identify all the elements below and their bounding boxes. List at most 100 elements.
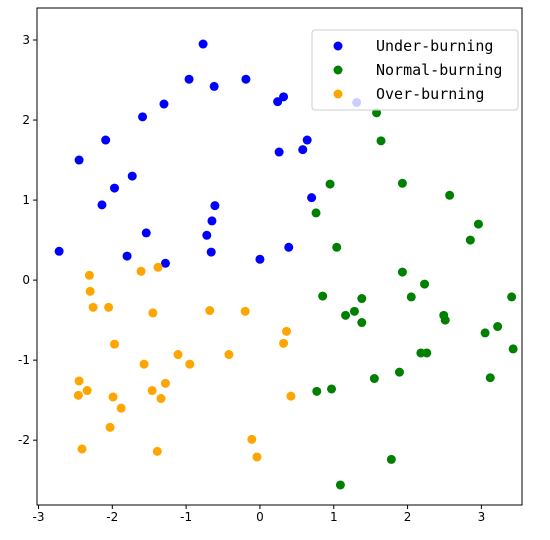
y-tick-label: -1 (18, 353, 30, 367)
point (332, 242, 342, 252)
point (247, 434, 257, 444)
point (252, 452, 262, 462)
point (74, 155, 84, 165)
point (88, 302, 98, 312)
point (85, 286, 95, 296)
point (198, 39, 208, 49)
point (279, 338, 289, 348)
point (97, 200, 107, 210)
y-tick-label: 2 (22, 113, 30, 127)
point (507, 292, 517, 302)
point (202, 230, 212, 240)
point (485, 373, 495, 383)
legend-label: Over-burning (376, 85, 484, 103)
point (394, 367, 404, 377)
point (312, 386, 322, 396)
point (422, 348, 432, 358)
point (480, 328, 490, 338)
point (82, 386, 92, 396)
point (138, 112, 148, 122)
point (493, 322, 503, 332)
point (302, 135, 312, 145)
point (445, 190, 455, 200)
x-tick-label: -3 (32, 510, 44, 524)
legend-marker (333, 41, 343, 51)
point (110, 183, 120, 193)
point (84, 270, 94, 280)
point (77, 444, 87, 454)
point (110, 339, 120, 349)
point (159, 99, 169, 109)
point (420, 279, 430, 289)
point (136, 266, 146, 276)
point (205, 306, 215, 316)
point (255, 254, 265, 264)
x-tick-label: -1 (180, 510, 192, 524)
point (104, 302, 114, 312)
point (156, 394, 166, 404)
point (327, 384, 337, 394)
legend-marker (333, 65, 343, 75)
point (241, 74, 251, 84)
point (286, 391, 296, 401)
point (386, 454, 396, 464)
point (397, 178, 407, 188)
point (372, 108, 382, 118)
point (440, 315, 450, 325)
point (298, 145, 308, 155)
x-tick-label: 1 (330, 510, 338, 524)
point (74, 376, 84, 386)
point (224, 350, 234, 360)
point (210, 201, 220, 211)
point (108, 392, 118, 402)
point (279, 92, 289, 102)
point (101, 135, 111, 145)
legend-marker (333, 89, 343, 99)
point (152, 446, 162, 456)
point (465, 235, 475, 245)
point (311, 208, 321, 218)
x-tick-label: 3 (478, 510, 486, 524)
point (282, 326, 292, 336)
point (207, 216, 217, 226)
y-tick-label: 1 (22, 193, 30, 207)
point (376, 136, 386, 146)
point (54, 246, 64, 256)
point (318, 291, 328, 301)
point (325, 179, 335, 189)
point (397, 267, 407, 277)
x-tick-label: 2 (404, 510, 412, 524)
point (341, 310, 351, 320)
point (349, 306, 359, 316)
point (508, 344, 518, 354)
point (73, 390, 83, 400)
point (105, 422, 115, 432)
point (240, 306, 250, 316)
legend-label: Under-burning (376, 37, 493, 55)
point (406, 292, 416, 302)
point (473, 219, 483, 229)
point (209, 81, 219, 91)
point (141, 228, 151, 238)
point (153, 262, 163, 272)
point (160, 258, 170, 268)
plot-frame (36, 7, 523, 506)
point (357, 294, 367, 304)
point (147, 386, 157, 396)
point (160, 378, 170, 388)
point (357, 318, 367, 328)
point (335, 480, 345, 490)
point (173, 350, 183, 360)
point (139, 359, 149, 369)
point (184, 74, 194, 84)
legend-box (311, 29, 519, 111)
point (127, 171, 137, 181)
x-tick-label: -2 (106, 510, 118, 524)
y-tick-label: 3 (22, 33, 30, 47)
point (274, 147, 284, 157)
x-tick-label: 0 (256, 510, 264, 524)
y-tick-label: -2 (18, 433, 30, 447)
point (185, 359, 195, 369)
legend-label: Normal-burning (376, 61, 502, 79)
